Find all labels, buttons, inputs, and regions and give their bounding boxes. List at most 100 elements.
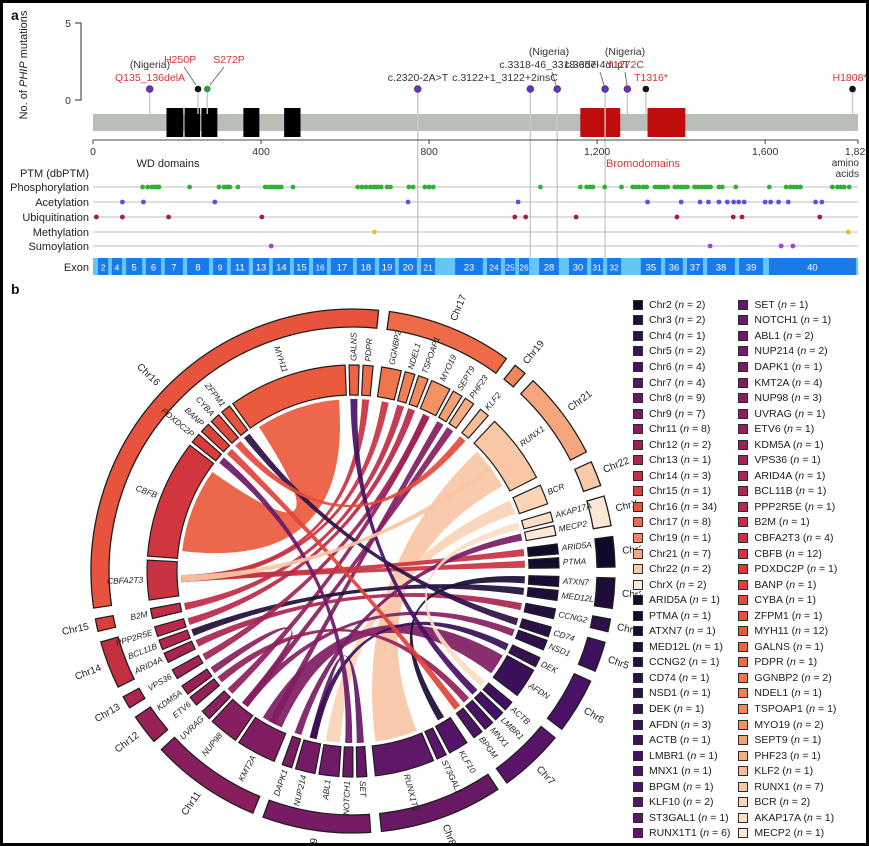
chromosome-arc[interactable]: [495, 725, 556, 784]
gene-arc[interactable]: [210, 413, 240, 445]
mutation-dot[interactable]: [145, 85, 154, 93]
gene-arc[interactable]: [461, 408, 490, 440]
gene-arc[interactable]: [281, 735, 302, 769]
gene-arc[interactable]: [523, 602, 557, 620]
gene-arc[interactable]: [455, 707, 483, 739]
chromosome-arc[interactable]: [594, 535, 616, 568]
legend-swatch: [738, 750, 749, 761]
gene-arc[interactable]: [396, 370, 416, 404]
gene-arc[interactable]: [146, 444, 215, 559]
gene-arc[interactable]: [211, 698, 254, 742]
fusion-chord[interactable]: [424, 522, 520, 687]
gene-arc[interactable]: [508, 644, 541, 668]
fusion-chord[interactable]: [219, 457, 353, 743]
gene-arc[interactable]: [371, 732, 435, 777]
gene-arc[interactable]: [191, 433, 223, 462]
chromosome-arc[interactable]: [577, 636, 606, 673]
chromosome-arc[interactable]: [593, 576, 616, 610]
chromosome-arc[interactable]: [519, 379, 588, 461]
gene-arc[interactable]: [526, 586, 559, 602]
gene-arc[interactable]: [434, 716, 468, 754]
exon-segment: [330, 258, 354, 275]
fusion-chord[interactable]: [242, 611, 515, 707]
chromosome-arc[interactable]: [386, 310, 508, 375]
chromosome-arc[interactable]: [122, 687, 146, 709]
gene-arc[interactable]: [512, 484, 549, 515]
gene-arc[interactable]: [201, 690, 232, 720]
mutation-dot[interactable]: [601, 85, 609, 93]
chromosome-arc[interactable]: [160, 736, 261, 814]
gene-arc[interactable]: [220, 405, 249, 437]
gene-arc[interactable]: [520, 511, 554, 530]
mutation-dot[interactable]: [413, 85, 422, 93]
gene-arc[interactable]: [318, 743, 342, 778]
gene-arc[interactable]: [464, 699, 494, 730]
fusion-chord[interactable]: [262, 624, 503, 728]
gene-arc[interactable]: [424, 727, 448, 760]
mutation-dot[interactable]: [526, 85, 535, 93]
fusion-chord[interactable]: [226, 448, 461, 710]
gene-arc[interactable]: [360, 364, 374, 397]
gene-arc[interactable]: [523, 524, 557, 542]
gene-arc[interactable]: [514, 629, 548, 651]
gene-arc[interactable]: [355, 745, 368, 778]
chromosome-arc[interactable]: [262, 799, 372, 834]
gene-arc[interactable]: [408, 374, 429, 408]
gene-arc[interactable]: [519, 618, 552, 638]
mutation-dot[interactable]: [623, 85, 632, 93]
gene-arc[interactable]: [448, 397, 475, 430]
fusion-chord[interactable]: [242, 427, 454, 707]
gene-arc[interactable]: [237, 716, 287, 763]
gene-arc[interactable]: [527, 557, 560, 569]
ptm-site-dot: [845, 229, 851, 235]
gene-arc[interactable]: [181, 668, 213, 695]
fusion-chord[interactable]: [191, 584, 525, 636]
chromosome-arc[interactable]: [99, 636, 136, 688]
chromosome-arc[interactable]: [589, 615, 612, 633]
chromosome-arc[interactable]: [134, 706, 169, 743]
fusion-chord[interactable]: [217, 628, 470, 703]
gene-arc[interactable]: [342, 746, 354, 778]
gene-arc[interactable]: [231, 364, 347, 429]
gene-arc[interactable]: [526, 543, 559, 558]
legend-item: Chr21 (n = 7): [633, 546, 730, 562]
gene-arc[interactable]: [437, 390, 463, 423]
gene-arc[interactable]: [419, 379, 451, 417]
chromosome-arc[interactable]: [90, 308, 380, 609]
mutation-dot[interactable]: [203, 85, 211, 93]
mutation-dot[interactable]: [642, 85, 650, 93]
gene-arc[interactable]: [473, 691, 504, 721]
gene-arc[interactable]: [294, 739, 322, 775]
fusion-chord[interactable]: [235, 436, 466, 508]
legend-swatch: [633, 657, 643, 668]
chromosome-arc[interactable]: [94, 614, 117, 633]
gene-arc[interactable]: [482, 682, 513, 711]
chromosome-arc[interactable]: [378, 773, 499, 833]
gene-arc[interactable]: [189, 677, 221, 706]
gene-arc[interactable]: [163, 640, 197, 664]
gene-arc[interactable]: [376, 366, 403, 401]
mutation-dot[interactable]: [849, 85, 856, 93]
ptm-site-dot: [290, 184, 296, 190]
gene-arc[interactable]: [200, 423, 231, 453]
chromosome-arc[interactable]: [573, 460, 602, 493]
mutation-dot[interactable]: [553, 85, 561, 93]
gene-arc[interactable]: [158, 629, 192, 651]
mutation-dot[interactable]: [194, 85, 202, 93]
gene-arc[interactable]: [473, 420, 538, 492]
gene-label: SET: [358, 781, 369, 799]
fusion-chord[interactable]: [268, 421, 444, 725]
chromosome-arc[interactable]: [546, 672, 592, 731]
gene-arc[interactable]: [492, 654, 535, 697]
legend-swatch: [738, 408, 749, 419]
gene-arc[interactable]: [149, 602, 183, 620]
gene-arc[interactable]: [527, 575, 560, 588]
gene-arc[interactable]: [153, 617, 187, 638]
fusion-chord[interactable]: [182, 399, 340, 554]
gene-arc[interactable]: [146, 559, 180, 601]
mutation-label: c.3657-4dupT: [565, 59, 630, 71]
chromosome-arc[interactable]: [585, 495, 612, 530]
chromosome-arc[interactable]: [503, 364, 526, 388]
gene-arc[interactable]: [171, 654, 204, 680]
gene-arc[interactable]: [348, 364, 360, 396]
